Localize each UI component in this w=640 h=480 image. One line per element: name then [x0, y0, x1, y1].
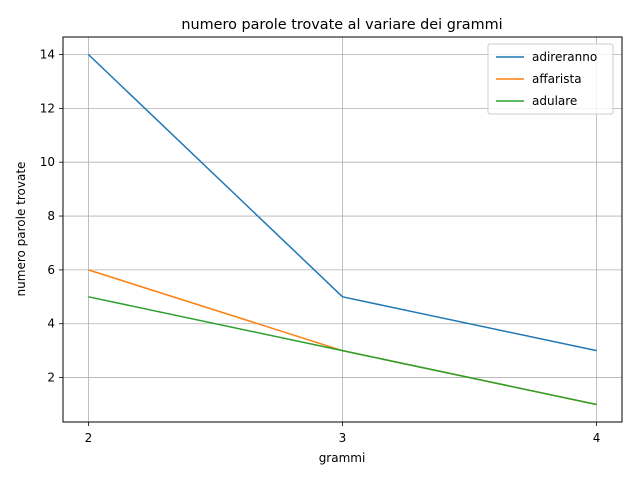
- y-tick-label: 6: [47, 263, 55, 277]
- legend-frame: [487, 43, 614, 115]
- y-axis-label: numero parole trovate: [14, 162, 28, 297]
- x-tick-label: 2: [85, 431, 93, 445]
- y-tick-label: 12: [40, 101, 55, 115]
- legend-label: affarista: [532, 72, 582, 86]
- y-tick-label: 2: [47, 371, 55, 385]
- series-line-adireranno: [87, 53, 597, 352]
- x-axis-label: grammi: [319, 451, 366, 465]
- y-tick-label: 10: [40, 155, 55, 169]
- y-tick-label: 8: [47, 209, 55, 223]
- series-line-adulare: [88, 296, 597, 406]
- x-tick-label: 4: [593, 431, 601, 445]
- legend: adireranno affarista adulare: [487, 43, 614, 115]
- y-axis-ticks: 2 4 6 8 10 12 14: [40, 48, 63, 385]
- x-tick-label: 3: [339, 431, 347, 445]
- y-tick-label: 14: [40, 48, 55, 62]
- legend-label: adireranno: [532, 50, 597, 64]
- series-lines: [87, 53, 597, 406]
- chart-title: numero parole trovate al variare dei gra…: [181, 17, 502, 33]
- legend-label: adulare: [532, 94, 577, 108]
- y-tick-label: 4: [47, 317, 55, 331]
- x-axis-ticks: 2 3 4: [85, 422, 601, 445]
